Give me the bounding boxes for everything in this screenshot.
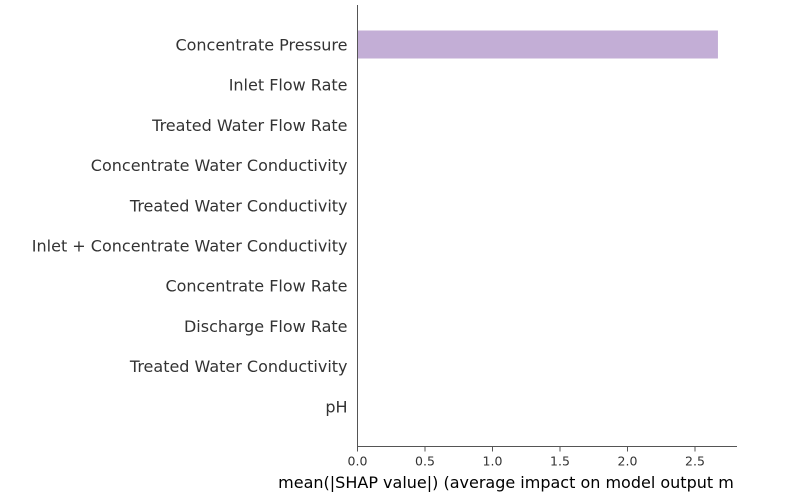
- category-label-8: Treated Water Conductivity: [129, 357, 348, 376]
- category-label-2: Treated Water Flow Rate: [151, 116, 347, 135]
- category-label-1: Inlet Flow Rate: [229, 76, 348, 95]
- x-tick-label-5: 2.5: [685, 454, 705, 469]
- category-label-0: Concentrate Pressure: [175, 36, 347, 55]
- category-label-9: pH: [325, 397, 347, 416]
- x-tick-label-4: 2.0: [618, 454, 638, 469]
- category-label-3: Concentrate Water Conductivity: [91, 156, 348, 175]
- category-label-5: Inlet + Concentrate Water Conductivity: [32, 237, 348, 256]
- x-axis-label: mean(|SHAP value|) (average impact on mo…: [278, 473, 734, 492]
- category-label-7: Discharge Flow Rate: [184, 317, 348, 336]
- x-tick-label-1: 0.5: [415, 454, 435, 469]
- x-ticks-group: 0.0 0.5 1.0 1.5 2.0 2.5: [348, 446, 705, 469]
- x-tick-label-0: 0.0: [348, 454, 368, 469]
- category-labels-group: Concentrate Pressure Inlet Flow Rate Treat…: [32, 36, 348, 417]
- x-tick-label-3: 1.5: [550, 454, 570, 469]
- category-label-6: Concentrate Flow Rate: [165, 277, 347, 296]
- bar-0: [357, 30, 718, 59]
- x-tick-label-2: 1.0: [483, 454, 503, 469]
- category-label-4: Treated Water Conductivity: [129, 196, 348, 215]
- bars-group: [357, 30, 718, 421]
